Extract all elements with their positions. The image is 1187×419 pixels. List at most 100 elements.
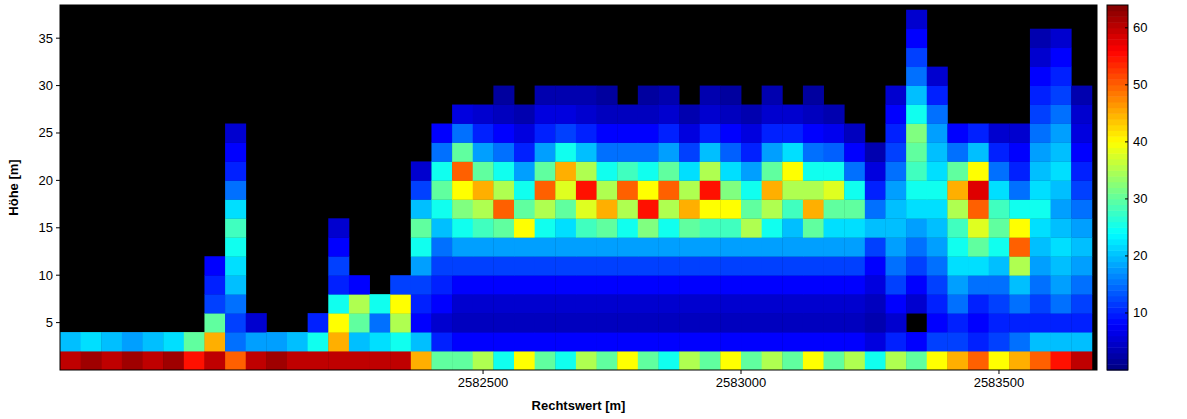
colorbar-step — [1107, 359, 1128, 365]
heat-cell — [906, 218, 927, 237]
heat-cell — [947, 124, 968, 143]
heat-cell — [989, 351, 1010, 370]
heat-cell — [658, 218, 679, 237]
heat-cell — [597, 237, 618, 256]
heat-cell — [1030, 180, 1051, 199]
colorbar-step — [1107, 182, 1128, 188]
heat-cell — [989, 237, 1010, 256]
heat-cell — [741, 199, 762, 218]
heat-cell — [1030, 142, 1051, 161]
heat-cell — [844, 256, 865, 275]
heat-cell — [803, 351, 824, 370]
heat-cell — [328, 313, 349, 332]
heat-cell — [700, 105, 721, 124]
heat-cell — [762, 142, 783, 161]
colorbar-step — [1107, 79, 1128, 85]
heat-cell — [617, 256, 638, 275]
colorbar — [1107, 5, 1128, 371]
heat-cell — [679, 332, 700, 351]
heat-cell — [514, 199, 535, 218]
heat-cell — [328, 351, 349, 370]
heat-cell — [328, 218, 349, 237]
heat-cell — [824, 105, 845, 124]
heat-cell — [597, 142, 618, 161]
heat-cell — [1051, 124, 1072, 143]
heat-cell — [1009, 351, 1030, 370]
heat-cell — [555, 199, 576, 218]
heat-cell — [927, 237, 948, 256]
heat-cell — [597, 275, 618, 294]
colorbar-step — [1107, 22, 1128, 28]
heat-cell — [638, 256, 659, 275]
heat-cell — [576, 313, 597, 332]
heat-cell — [720, 332, 741, 351]
heat-cell — [658, 142, 679, 161]
heat-cell — [555, 142, 576, 161]
heat-cell — [844, 142, 865, 161]
heat-cell — [968, 218, 989, 237]
heat-cell — [60, 332, 81, 351]
heat-cell — [989, 275, 1010, 294]
heat-cell — [720, 199, 741, 218]
colorbar-step — [1107, 290, 1128, 296]
heat-cell — [1051, 199, 1072, 218]
heat-cell — [225, 180, 246, 199]
colorbar-tick-label: 50 — [1133, 77, 1147, 92]
heat-cell — [473, 294, 494, 313]
heat-cell — [947, 332, 968, 351]
heat-cell — [968, 294, 989, 313]
heat-cell — [906, 67, 927, 86]
heat-cell — [204, 275, 225, 294]
heat-cell — [1051, 105, 1072, 124]
heat-cell — [658, 313, 679, 332]
heat-cell — [431, 199, 452, 218]
heat-cell — [1030, 313, 1051, 332]
heat-cell — [143, 351, 164, 370]
heat-cell — [473, 256, 494, 275]
heat-cell — [885, 199, 906, 218]
heat-cell — [617, 275, 638, 294]
heat-cell — [1030, 275, 1051, 294]
heat-cell — [803, 142, 824, 161]
heat-cell — [906, 142, 927, 161]
heat-cell — [514, 256, 535, 275]
heat-cell — [617, 199, 638, 218]
heat-cell — [762, 275, 783, 294]
heat-cell — [370, 332, 391, 351]
heat-cell — [720, 124, 741, 143]
heat-cell — [473, 237, 494, 256]
heat-cell — [473, 332, 494, 351]
heat-cell — [679, 199, 700, 218]
heat-cell — [576, 275, 597, 294]
heat-cell — [762, 86, 783, 105]
heat-cell — [906, 10, 927, 29]
heat-cell — [947, 218, 968, 237]
heat-cell — [658, 332, 679, 351]
heat-cell — [741, 332, 762, 351]
heat-cell — [493, 86, 514, 105]
heat-cell — [1051, 161, 1072, 180]
heat-cell — [493, 275, 514, 294]
heat-cell — [762, 199, 783, 218]
heat-cell — [638, 161, 659, 180]
heat-cell — [576, 180, 597, 199]
colorbar-tick — [1125, 312, 1128, 313]
heat-cell — [431, 294, 452, 313]
heat-cell — [349, 313, 370, 332]
heat-cell — [390, 294, 411, 313]
heat-cell — [865, 142, 886, 161]
heat-cell — [266, 332, 287, 351]
colorbar-tick-label: 20 — [1133, 248, 1147, 263]
heat-cell — [762, 332, 783, 351]
heat-cell — [617, 218, 638, 237]
heat-cell — [638, 105, 659, 124]
heat-cell — [947, 256, 968, 275]
heat-cell — [803, 105, 824, 124]
colorbar-step — [1107, 51, 1128, 57]
heat-cell — [184, 332, 205, 351]
heat-cell — [865, 313, 886, 332]
heat-cell — [555, 105, 576, 124]
heat-cell — [225, 313, 246, 332]
heat-cell — [535, 294, 556, 313]
y-tick — [56, 38, 60, 39]
